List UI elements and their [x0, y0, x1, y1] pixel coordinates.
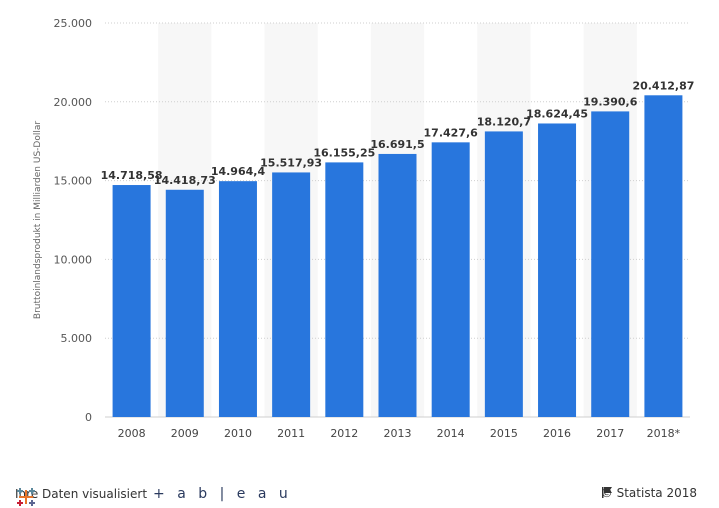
x-tick-label: 2015 — [490, 427, 518, 440]
data-label: 16.691,5 — [370, 138, 424, 151]
data-label: 14.718,58 — [101, 169, 163, 182]
x-tick-label: 2014 — [437, 427, 465, 440]
copyright-text: © Statista 2018 — [600, 486, 697, 500]
x-tick-label: 2008 — [118, 427, 146, 440]
x-tick-label: 2017 — [596, 427, 624, 440]
bar — [218, 181, 257, 417]
data-label: 15.517,93 — [260, 156, 322, 169]
x-tick-label: 2016 — [543, 427, 571, 440]
bar — [378, 153, 417, 417]
x-tick-label: 2009 — [171, 427, 199, 440]
data-label: 16.155,25 — [313, 146, 375, 159]
bar — [538, 123, 577, 417]
data-label: 18.624,45 — [526, 107, 588, 120]
bar — [431, 142, 470, 418]
y-axis-title: Bruttoinlandsprodukt in Milliarden US-Do… — [33, 121, 43, 319]
y-tick-label: 25.000 — [54, 17, 93, 30]
bar — [272, 172, 311, 417]
flag-icon[interactable] — [601, 486, 613, 498]
bar — [112, 185, 151, 417]
x-tick-label: 2012 — [330, 427, 358, 440]
y-tick-label: 5.000 — [61, 332, 93, 345]
bar — [591, 111, 630, 417]
footer-credit[interactable]: Ihre Daten visualisiert + a b | e a u — [15, 486, 292, 506]
bar — [165, 189, 204, 417]
x-tick-label: 2018* — [647, 427, 681, 440]
data-label: 14.964,4 — [211, 165, 266, 178]
bar-chart: 0 5.000 10.000 15.000 20.000 25.000 Bruttoinla… — [33, 17, 694, 440]
tableau-logo-icon — [17, 488, 35, 506]
y-tick-label: 15.000 — [54, 175, 93, 188]
y-tick-label: 20.000 — [54, 96, 93, 109]
footer-copyright: © Statista 2018 — [601, 486, 697, 500]
data-label: 19.390,6 — [583, 95, 638, 108]
data-label: 18.120,7 — [477, 115, 531, 128]
footer-text: Ihre Daten visualisiert — [15, 487, 148, 501]
bar — [325, 162, 364, 417]
x-tick-label: 2013 — [384, 427, 412, 440]
data-label: 14.418,73 — [154, 174, 216, 187]
x-tick-label: 2010 — [224, 427, 252, 440]
x-tick-label: 2011 — [277, 427, 305, 440]
bar — [484, 131, 523, 417]
tableau-wordmark: + a b | e a u — [153, 486, 292, 502]
data-label: 20.412,87 — [632, 79, 694, 92]
bar — [644, 95, 683, 418]
y-tick-label: 0 — [85, 411, 92, 424]
data-label: 17.427,6 — [424, 126, 479, 139]
y-tick-label: 10.000 — [54, 253, 93, 266]
